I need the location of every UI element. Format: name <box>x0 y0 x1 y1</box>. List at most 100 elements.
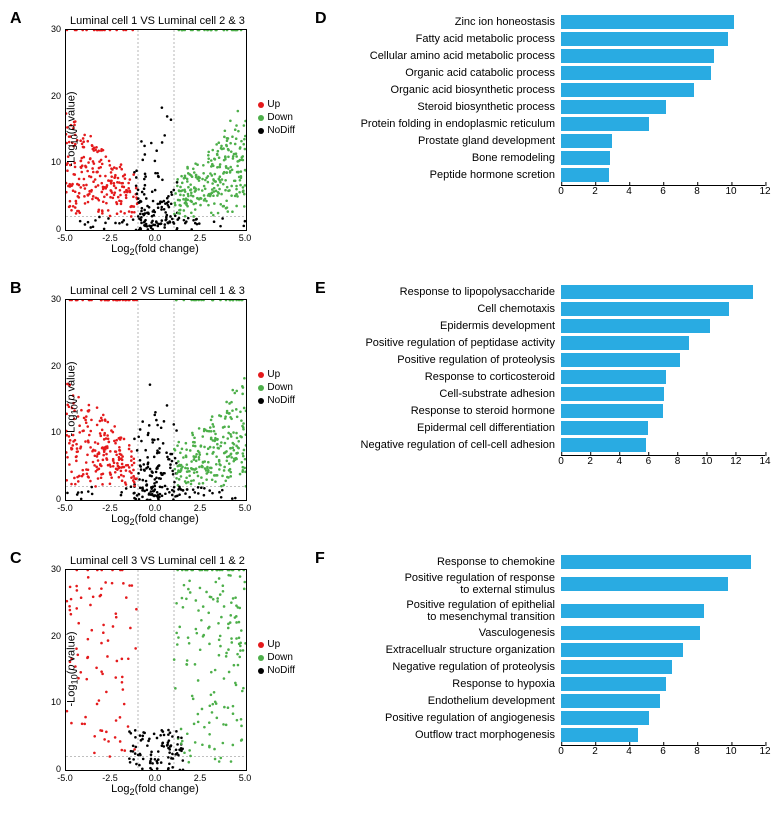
x-axis-label: Log2(fold change) <box>10 243 300 257</box>
bar-row: Endothelium development <box>335 694 765 708</box>
y-axis-label: -Log10(p value) <box>65 361 79 436</box>
bar-fill <box>561 353 680 367</box>
bar-fill <box>561 49 714 63</box>
bar-label: Cellular amino acid metabolic process <box>335 50 561 62</box>
x-axis-label: Log2(fold change) <box>10 513 300 527</box>
bar-label: Positive regulation of angiogenesis <box>335 712 561 724</box>
bar-label: Positive regulation of epithelialto mese… <box>335 599 561 623</box>
bar-fill <box>561 577 728 591</box>
bar-fill <box>561 117 649 131</box>
bar-label: Zinc ion honeostasis <box>335 16 561 28</box>
bar-label: Cell-substrate adhesion <box>335 388 561 400</box>
panel-label-B: B <box>10 280 22 298</box>
volcano-svg-B <box>65 299 247 501</box>
bar-label: Positive regulation of response to exter… <box>335 572 561 596</box>
bar-fill <box>561 643 683 657</box>
bar-row: Fatty acid metabolic process <box>335 32 765 46</box>
bar-label: Steroid biosynthetic process <box>335 101 561 113</box>
bar-label: Endothelium development <box>335 695 561 707</box>
volcano-legend: Up Down NoDiff <box>258 369 295 408</box>
bar-label: Organic acid biosynthetic process <box>335 84 561 96</box>
bar-label: Response to steroid hormone <box>335 405 561 417</box>
bar-label: Vasculogenesis <box>335 627 561 639</box>
bar-row: Positive regulation of response to exter… <box>335 572 765 596</box>
bar-fill <box>561 319 710 333</box>
bar-fill <box>561 728 638 742</box>
bar-fill <box>561 285 753 299</box>
bar-fill <box>561 32 728 46</box>
bar-row: Cell chemotaxis <box>335 302 765 316</box>
panel-F: F Response to chemokinePositive regulati… <box>315 550 775 815</box>
bar-label: Negative regulation of cell-cell adhesio… <box>335 439 561 451</box>
bar-fill <box>561 421 648 435</box>
bar-fill <box>561 711 649 725</box>
barchart-D: Zinc ion honeostasis Fatty acid metabolic… <box>335 15 765 270</box>
panel-E: E Response to lipopolysaccharideCell che… <box>315 280 775 545</box>
bar-fill <box>561 604 704 618</box>
bar-row: Cellular amino acid metabolic process <box>335 49 765 63</box>
bar-row: Response to corticosteroid <box>335 370 765 384</box>
bar-fill <box>561 336 689 350</box>
panel-C: C Luminal cell 3 VS Luminal cell 1 & 2 -… <box>10 550 310 815</box>
bar-label: Positive regulation of proteolysis <box>335 354 561 366</box>
bar-fill <box>561 677 666 691</box>
bar-fill <box>561 626 700 640</box>
bar-row: Negative regulation of cell-cell adhesio… <box>335 438 765 452</box>
volcano-svg-A <box>65 29 247 231</box>
volcano-A: Luminal cell 1 VS Luminal cell 2 & 3 -Lo… <box>30 15 300 270</box>
panel-label-A: A <box>10 10 22 28</box>
panel-A: A Luminal cell 1 VS Luminal cell 2 & 3 -… <box>10 10 310 275</box>
bar-label: Outflow tract morphogenesis <box>335 729 561 741</box>
bar-fill <box>561 387 664 401</box>
bar-fill <box>561 151 610 165</box>
bar-fill <box>561 66 711 80</box>
bar-fill <box>561 100 666 114</box>
bar-fill <box>561 660 672 674</box>
bar-row: Protein folding in endoplasmic reticulum <box>335 117 765 131</box>
bar-label: Response to hypoxia <box>335 678 561 690</box>
bar-fill <box>561 134 612 148</box>
y-axis-label: -Log10(p value) <box>65 91 79 166</box>
bar-label: Cell chemotaxis <box>335 303 561 315</box>
bar-row: Epidermis development <box>335 319 765 333</box>
volcano-title-C: Luminal cell 3 VS Luminal cell 1 & 2 <box>30 555 300 567</box>
bar-fill <box>561 370 666 384</box>
bar-row: Positive regulation of peptidase activit… <box>335 336 765 350</box>
panel-B: B Luminal cell 2 VS Luminal cell 1 & 3 -… <box>10 280 310 545</box>
bar-fill <box>561 438 646 452</box>
bar-row: Positive regulation of angiogenesis <box>335 711 765 725</box>
bar-row: Negative regulation of proteolysis <box>335 660 765 674</box>
volcano-C: Luminal cell 3 VS Luminal cell 1 & 2 -Lo… <box>30 555 300 810</box>
bar-row: Zinc ion honeostasis <box>335 15 765 29</box>
volcano-legend: Up Down NoDiff <box>258 99 295 138</box>
bar-label: Response to corticosteroid <box>335 371 561 383</box>
volcano-legend: Up Down NoDiff <box>258 639 295 678</box>
bar-label: Peptide hormone scretion <box>335 169 561 181</box>
bar-row: Outflow tract morphogenesis <box>335 728 765 742</box>
bar-row: Peptide hormone scretion <box>335 168 765 182</box>
bar-fill <box>561 302 729 316</box>
volcano-svg-C <box>65 569 247 771</box>
panel-D: D Zinc ion honeostasis Fatty acid metabol… <box>315 10 775 275</box>
bar-fill <box>561 555 751 569</box>
barchart-F: Response to chemokinePositive regulation… <box>335 555 765 810</box>
bar-label: Negative regulation of proteolysis <box>335 661 561 673</box>
bar-row: Positive regulation of proteolysis <box>335 353 765 367</box>
panel-label-D: D <box>315 10 327 28</box>
bar-fill <box>561 15 734 29</box>
bar-row: Epidermal cell differentiation <box>335 421 765 435</box>
bar-row: Vasculogenesis <box>335 626 765 640</box>
bar-label: Protein folding in endoplasmic reticulum <box>335 118 561 130</box>
bar-label: Epidermal cell differentiation <box>335 422 561 434</box>
panel-label-E: E <box>315 280 326 298</box>
bar-row: Steroid biosynthetic process <box>335 100 765 114</box>
bar-label: Organic acid catabolic process <box>335 67 561 79</box>
barchart-E: Response to lipopolysaccharideCell chemo… <box>335 285 765 540</box>
y-axis-label: -Log10(p value) <box>65 631 79 706</box>
bar-row: Organic acid catabolic process <box>335 66 765 80</box>
bar-label: Bone remodeling <box>335 152 561 164</box>
panel-label-C: C <box>10 550 22 568</box>
x-axis-label: Log2(fold change) <box>10 783 300 797</box>
figure-grid: A Luminal cell 1 VS Luminal cell 2 & 3 -… <box>10 10 768 815</box>
bar-label: Extracellualr structure organization <box>335 644 561 656</box>
